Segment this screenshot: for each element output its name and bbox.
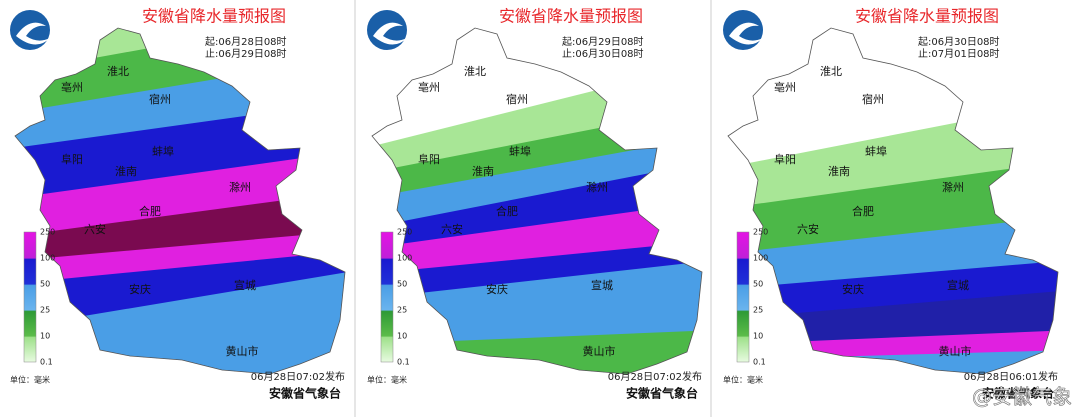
end-time: 止:06月30日08时	[562, 48, 644, 60]
city-label: 黄山市	[226, 344, 259, 358]
logo-swirl	[16, 22, 50, 45]
legend-unit: 单位：毫米	[723, 375, 763, 385]
legend-tick-label: 250	[40, 228, 55, 237]
city-label: 淮南	[472, 165, 494, 178]
agency: 安徽省气象台	[269, 386, 341, 401]
legend-tick-label: 250	[397, 228, 412, 237]
city-label: 六安	[441, 222, 463, 236]
city-label: 蚌埠	[509, 144, 531, 158]
logo-swirl	[729, 22, 763, 45]
agency: 安徽省气象台	[626, 386, 698, 401]
legend-bar	[736, 231, 750, 363]
city-label: 宣城	[591, 278, 613, 292]
start-time: 起:06月30日08时	[918, 36, 1000, 48]
city-label: 黄山市	[939, 344, 972, 358]
logo-swirl	[373, 22, 407, 45]
end-time: 止:06月29日08时	[205, 48, 287, 60]
issued-time: 06月28日06:01发布	[964, 370, 1058, 383]
panel: 安徽省降水量预报图起:06月28日08时止:06月29日08时淮北亳州宿州阜阳淮…	[10, 7, 346, 401]
legend-unit: 单位：毫米	[10, 375, 50, 385]
city-label: 滁州	[942, 180, 964, 194]
city-label: 宣城	[234, 278, 256, 292]
map-outline	[14, 27, 346, 375]
city-label: 蚌埠	[152, 144, 174, 158]
legend-tick-label: 10	[397, 332, 407, 341]
city-label: 安庆	[129, 282, 151, 296]
city-label: 蚌埠	[865, 144, 887, 158]
city-label: 宣城	[947, 278, 969, 292]
city-label: 宿州	[506, 92, 528, 106]
legend-bar	[380, 231, 394, 363]
end-time: 止:07月01日08时	[918, 48, 1000, 60]
city-label: 六安	[797, 222, 819, 236]
city-label: 亳州	[418, 80, 440, 94]
legend-tick-label: 100	[753, 254, 768, 263]
legend-tick-label: 100	[397, 254, 412, 263]
legend-tick-label: 0.1	[753, 358, 766, 367]
city-label: 淮北	[820, 65, 842, 78]
city-label: 合肥	[496, 204, 518, 218]
city-label: 宿州	[862, 92, 884, 106]
map-outline	[371, 27, 703, 375]
start-time: 起:06月28日08时	[205, 36, 287, 48]
legend-bar	[23, 231, 37, 363]
city-label: 淮南	[828, 165, 850, 178]
city-label: 淮北	[464, 65, 486, 78]
city-label: 宿州	[149, 92, 171, 106]
city-label: 安庆	[486, 282, 508, 296]
agency: 安徽省气象台	[982, 386, 1054, 401]
panel: 安徽省降水量预报图起:06月30日08时止:07月01日08时淮北亳州宿州阜阳淮…	[723, 7, 1059, 401]
city-label: 阜阳	[61, 153, 83, 166]
city-label: 黄山市	[583, 344, 616, 358]
map-title: 安徽省降水量预报图	[499, 7, 643, 26]
city-label: 滁州	[229, 180, 251, 194]
city-label: 阜阳	[774, 153, 796, 166]
city-label: 合肥	[139, 204, 161, 218]
map-outline	[727, 27, 1059, 375]
legend-tick-label: 50	[40, 280, 50, 289]
legend-tick-label: 25	[753, 306, 763, 315]
legend-tick-label: 10	[40, 332, 50, 341]
legend-tick-label: 250	[753, 228, 768, 237]
precip-bands	[728, 28, 1058, 374]
city-label: 合肥	[852, 204, 874, 218]
watermark: @安徽气象	[972, 385, 1072, 409]
city-label: 安庆	[842, 282, 864, 296]
precip-bands	[15, 28, 345, 374]
start-time: 起:06月29日08时	[562, 36, 644, 48]
city-label: 亳州	[61, 80, 83, 94]
legend-tick-label: 10	[753, 332, 763, 341]
legend-tick-label: 50	[397, 280, 407, 289]
map-title: 安徽省降水量预报图	[142, 7, 286, 26]
city-label: 六安	[84, 222, 106, 236]
legend-tick-label: 25	[40, 306, 50, 315]
legend-tick-label: 25	[397, 306, 407, 315]
city-label: 淮北	[107, 65, 129, 78]
city-label: 亳州	[774, 80, 796, 94]
legend-tick-label: 0.1	[40, 358, 53, 367]
legend-tick-label: 0.1	[397, 358, 410, 367]
map-title: 安徽省降水量预报图	[855, 7, 999, 26]
precip-band	[15, 270, 345, 374]
legend-tick-label: 100	[40, 254, 55, 263]
issued-time: 06月28日07:02发布	[251, 370, 345, 383]
panel: 安徽省降水量预报图起:06月29日08时止:06月30日08时淮北亳州宿州阜阳淮…	[367, 7, 703, 401]
city-label: 淮南	[115, 165, 137, 178]
city-label: 滁州	[586, 180, 608, 194]
city-label: 阜阳	[418, 153, 440, 166]
legend-tick-label: 50	[753, 280, 763, 289]
issued-time: 06月28日07:02发布	[608, 370, 702, 383]
legend-unit: 单位：毫米	[367, 375, 407, 385]
precip-bands	[372, 28, 702, 374]
